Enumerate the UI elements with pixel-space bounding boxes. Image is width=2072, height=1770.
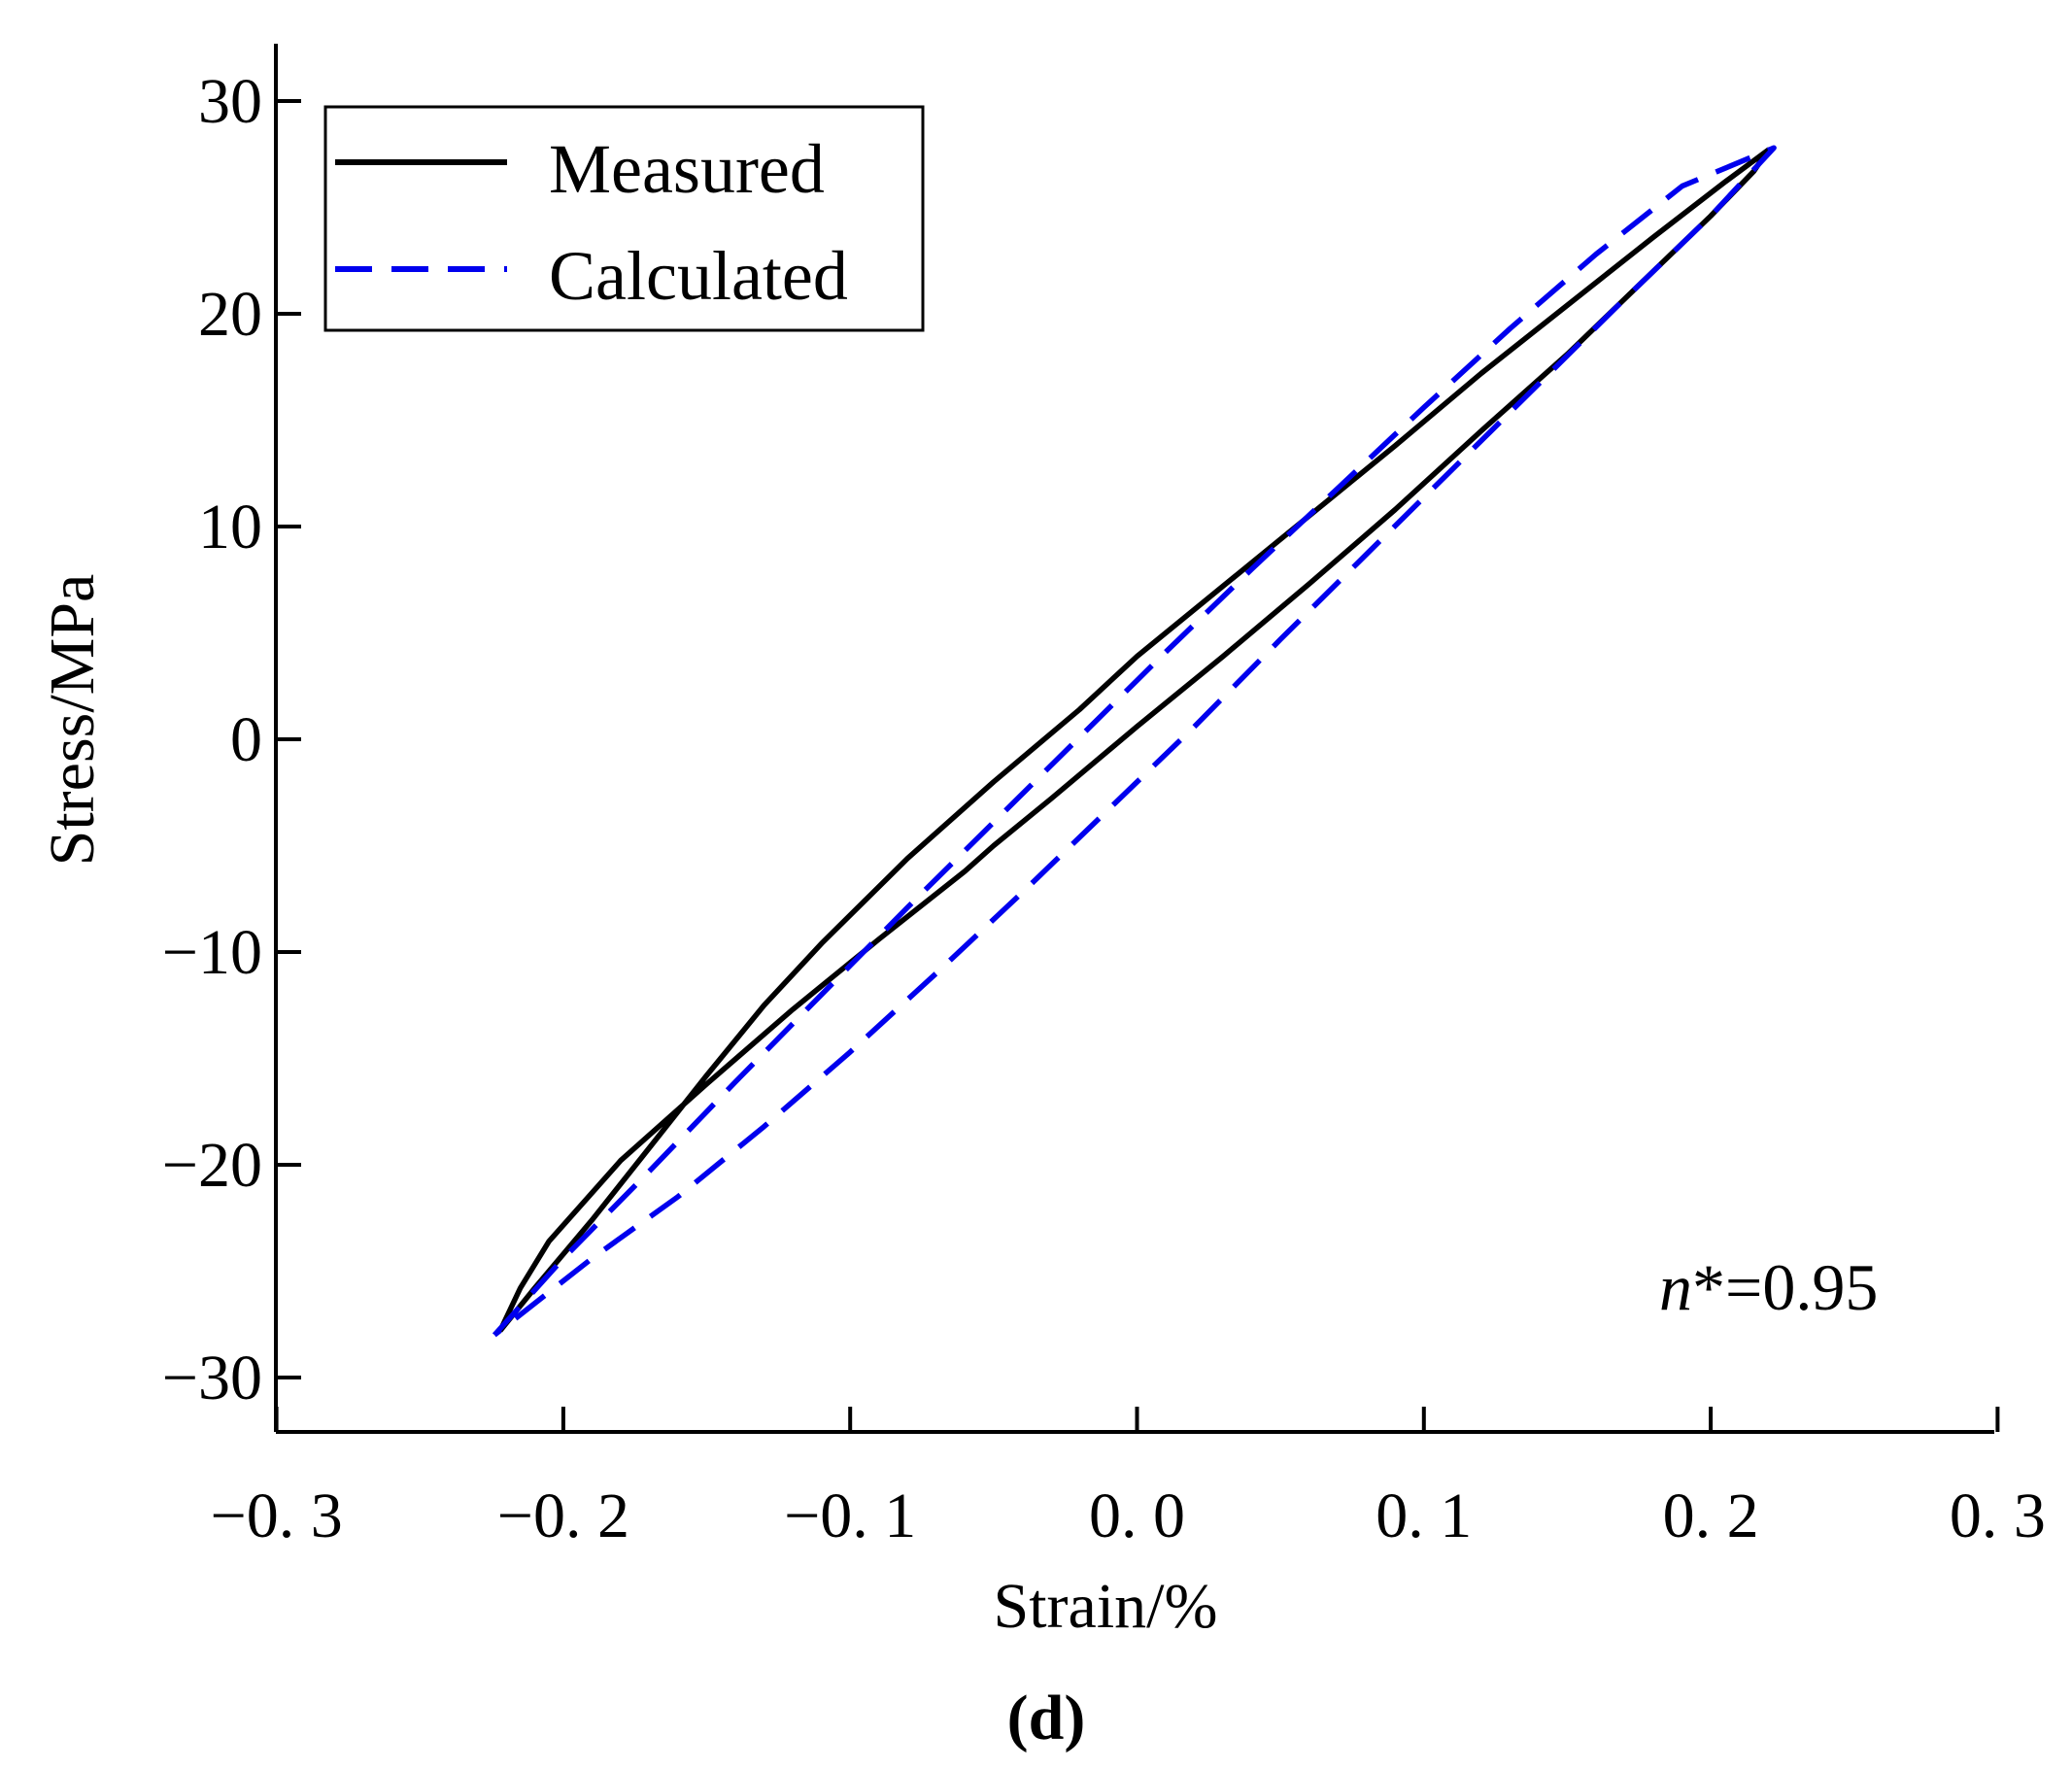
legend: Measured Calculated (323, 105, 925, 332)
legend-box (323, 105, 925, 332)
y-tick-label: 30 (198, 66, 262, 137)
annotation-italic-n: n (1659, 1250, 1692, 1324)
x-tick-label: 0. 1 (1376, 1481, 1472, 1551)
y-tick-label: 20 (198, 279, 262, 350)
y-tick-label: −30 (162, 1343, 262, 1413)
figure-caption: (d) (1007, 1683, 1086, 1753)
x-tick-label: 0. 3 (1950, 1481, 2046, 1551)
y-tick-label: −20 (162, 1130, 262, 1201)
x-tick-label: −0. 2 (497, 1481, 629, 1551)
x-axis-title: Strain/% (994, 1571, 1218, 1642)
legend-label-measured: Measured (549, 130, 825, 208)
y-axis-title: Stress/MPa (37, 574, 108, 867)
axes: −30 −20 −10 0 10 20 30 −0. 3 −0. 2 −0. 1 0. 0 0. 1 0… (162, 44, 2046, 1551)
annotation-value: *=0.95 (1692, 1250, 1878, 1324)
y-tick-label: 0 (230, 704, 262, 775)
x-tick-label: −0. 3 (210, 1481, 342, 1551)
y-tick-label: 10 (198, 492, 262, 562)
x-tick-label: 0. 0 (1089, 1481, 1185, 1551)
series-layer (492, 145, 1777, 1338)
x-tick-label: 0. 2 (1663, 1481, 1759, 1551)
legend-label-calculated: Calculated (549, 237, 848, 315)
x-tick-label: −0. 1 (784, 1481, 916, 1551)
series-calculated-line (492, 145, 1777, 1338)
annotation-n-star: n*=0.95 (1659, 1250, 1878, 1324)
y-tick-label: −10 (162, 917, 262, 988)
